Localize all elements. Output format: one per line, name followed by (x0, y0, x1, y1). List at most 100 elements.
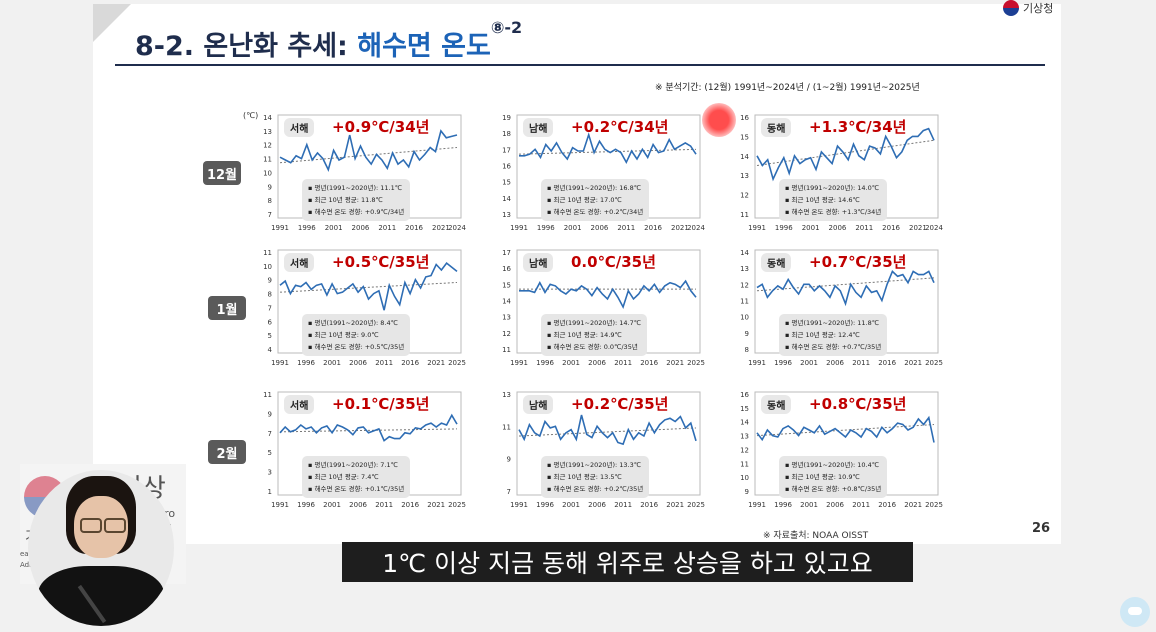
x-tick-label: 1996 (297, 359, 315, 367)
x-tick-label: 2011 (852, 359, 870, 367)
x-tick-label: 2016 (878, 501, 896, 509)
x-tick-label: 2006 (588, 501, 606, 509)
y-tick-label: 4 (268, 346, 273, 354)
trend-line (756, 423, 935, 437)
y-tick-label: 10 (263, 169, 272, 177)
trend-value: +0.1℃/35년 (332, 395, 430, 413)
x-tick-label: 2024 (448, 224, 466, 232)
y-tick-label: 14 (502, 298, 511, 306)
trend-value: +1.3℃/34년 (809, 118, 907, 136)
month-label-february: 2월 (208, 440, 246, 464)
trend-value: +0.9℃/34년 (332, 118, 430, 136)
sst-chart-panel: 11 9 7 5 3 1 1991 1996 2001 2006 2011 2016 2021 2025 서… (258, 390, 466, 509)
y-tick-label: 14 (740, 153, 749, 161)
sst-line-chart: 11 10 9 8 7 6 5 4 1991 1996 2001 2006 2011 2016 2021 20… (263, 249, 466, 367)
sea-region-label: 남해 (523, 118, 554, 137)
x-tick-label: 2001 (323, 501, 341, 509)
sst-line-chart: 13 11 9 7 1991 1996 2001 2006 2011 2016 2021 2025 (502, 391, 705, 509)
x-tick-label: 2001 (802, 224, 820, 232)
x-tick-label: 2016 (644, 224, 662, 232)
sea-region-label: 서해 (284, 118, 315, 137)
x-tick-label: 2011 (378, 224, 396, 232)
x-tick-label: 2001 (562, 501, 580, 509)
title-prefix: 8-2. 온난화 추세: (135, 31, 358, 62)
y-tick-label: 13 (502, 391, 511, 399)
x-tick-label: 1996 (774, 359, 792, 367)
x-tick-label: 2001 (564, 224, 582, 232)
x-tick-label: 2011 (375, 359, 393, 367)
x-tick-label: 1996 (537, 224, 555, 232)
x-tick-label: 2011 (855, 224, 873, 232)
x-tick-label: 2025 (925, 501, 943, 509)
statistics-box: 평년(1991~2020년): 8.4℃최근 10년 평균: 9.0℃해수면 온… (302, 314, 411, 356)
x-tick-label: 2001 (562, 359, 580, 367)
assistant-bot-icon[interactable] (1120, 597, 1150, 627)
trend-line (279, 428, 458, 433)
y-tick-label: 5 (268, 332, 272, 340)
x-tick-label: 2006 (591, 224, 609, 232)
normal-value: 평년(1991~2020년): 13.3℃ (547, 459, 643, 471)
trend-stat: 해수면 온도 경향: +0.9℃/34년 (308, 206, 404, 218)
y-tick-label: 11 (502, 346, 511, 354)
normal-value: 평년(1991~2020년): 7.1℃ (308, 459, 404, 471)
sst-series-line (279, 413, 458, 442)
y-tick-label: 12 (740, 192, 749, 200)
x-tick-label: 2006 (349, 359, 367, 367)
y-tick-label: 14 (740, 419, 749, 427)
x-tick-label: 1991 (748, 224, 766, 232)
y-tick-label: 15 (502, 179, 511, 187)
y-tick-label: 13 (740, 172, 749, 180)
sea-region-label: 남해 (523, 395, 554, 414)
sea-region-label: 서해 (284, 253, 315, 272)
statistics-box: 평년(1991~2020년): 14.7℃최근 10년 평균: 14.9℃해수면… (541, 314, 648, 356)
x-tick-label: 2006 (826, 501, 844, 509)
analysis-period-note: ※ 분석기간: (12월) 1991년~2024년 / (1~2월) 1991년… (655, 83, 920, 93)
sst-series-line (279, 129, 458, 172)
trend-stat: 해수면 온도 경향: 0.0℃/35년 (547, 341, 641, 353)
x-tick-label: 2025 (687, 501, 705, 509)
y-tick-label: 7 (507, 488, 511, 496)
y-tick-label: 13 (263, 128, 272, 136)
x-tick-label: 1996 (775, 224, 793, 232)
y-tick-label: 12 (740, 281, 749, 289)
statistics-box: 평년(1991~2020년): 16.8℃최근 10년 평균: 17.0℃해수면… (541, 179, 650, 221)
trend-line (756, 139, 935, 166)
month-label-january: 1월 (208, 296, 246, 320)
y-tick-label: 16 (502, 265, 511, 273)
caption-subtitle: 1℃ 이상 지금 동해 위주로 상승을 하고 있고요 (342, 542, 913, 582)
x-tick-label: 2016 (401, 501, 419, 509)
glasses-right (104, 518, 126, 533)
y-tick-label: 10 (740, 314, 749, 322)
slide-title: 8-2. 온난화 추세: 해수면 온도⑧-2 (135, 18, 522, 63)
x-tick-label: 2006 (826, 359, 844, 367)
y-tick-label: 10 (263, 263, 272, 271)
y-tick-label: 16 (740, 114, 749, 122)
x-tick-label: 2025 (925, 359, 943, 367)
normal-value: 평년(1991~2020년): 11.8℃ (785, 317, 881, 329)
x-tick-label: 2001 (325, 224, 343, 232)
x-tick-label: 1991 (271, 501, 289, 509)
x-tick-label: 1996 (297, 501, 315, 509)
sst-series-line (279, 261, 458, 311)
month-label-december: 12월 (203, 161, 241, 185)
recent-value: 최근 10년 평균: 11.8℃ (308, 194, 404, 206)
sea-region-label: 동해 (761, 395, 792, 414)
x-tick-label: 2006 (349, 501, 367, 509)
slide-corner-decoration (93, 4, 131, 42)
sea-region-label: 서해 (284, 395, 315, 414)
y-tick-label: 13 (502, 211, 511, 219)
x-tick-label: 2021 (427, 359, 445, 367)
y-tick-label: 5 (268, 449, 272, 457)
trend-stat: 해수면 온도 경향: +0.7℃/35년 (785, 341, 881, 353)
kma-emblem-icon (1003, 0, 1019, 16)
x-tick-label: 2025 (448, 359, 466, 367)
sst-series-line (756, 127, 935, 182)
x-tick-label: 2021 (904, 359, 922, 367)
sst-chart-panel: 17 16 15 14 13 12 11 1991 1996 2001 2006 2011 2016 20… (497, 248, 705, 367)
y-tick-label: 12 (740, 446, 749, 454)
x-tick-label: 2021 (904, 501, 922, 509)
x-tick-label: 2016 (640, 359, 658, 367)
trend-stat: 해수면 온도 경향: +0.5℃/35년 (308, 341, 404, 353)
x-tick-label: 1996 (774, 501, 792, 509)
sst-line-chart: 19 18 17 16 15 14 13 1991 1996 2001 2006 2011 2016 20… (502, 114, 705, 232)
